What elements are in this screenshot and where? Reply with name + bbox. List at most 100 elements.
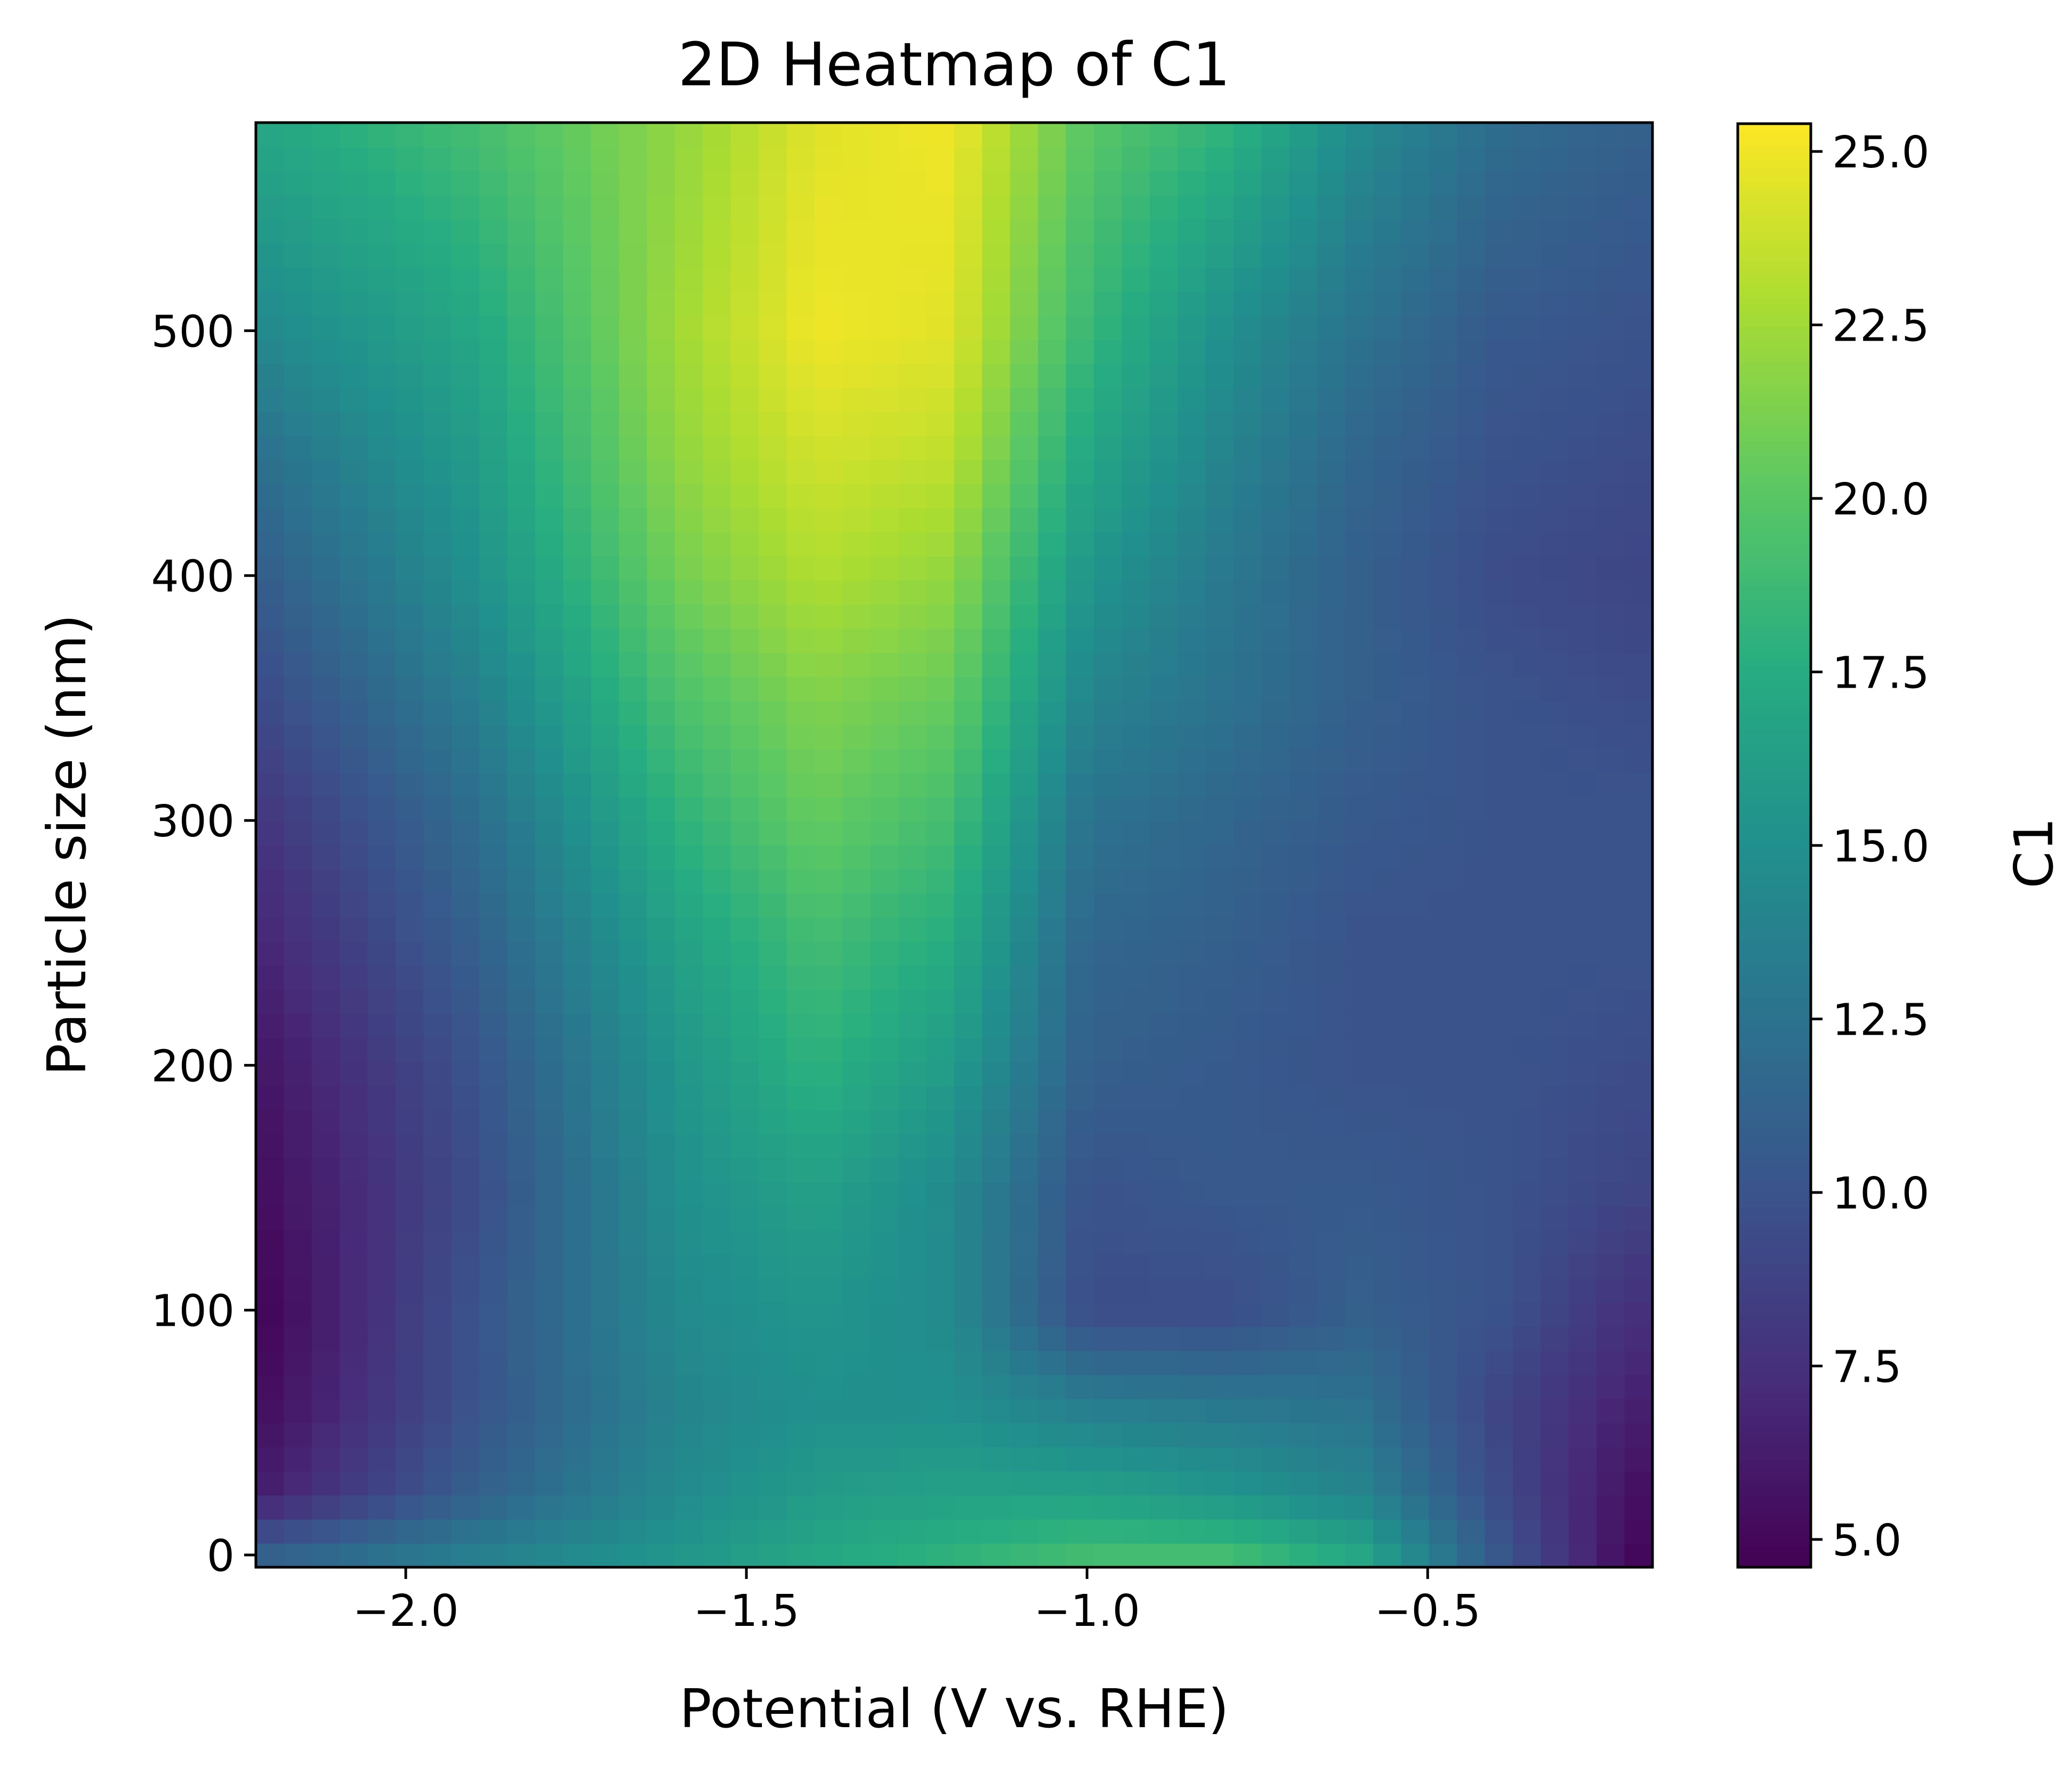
heatmap-cell <box>1401 267 1430 292</box>
colorbar-band <box>1738 1134 1811 1142</box>
heatmap-cell <box>1597 941 1625 966</box>
heatmap-cell <box>870 291 899 316</box>
heatmap-cell <box>1345 531 1374 557</box>
heatmap-cell <box>1345 676 1374 701</box>
heatmap-cell <box>284 1230 312 1255</box>
heatmap-cell <box>1541 291 1569 316</box>
heatmap-cell <box>1485 147 1513 172</box>
heatmap-cell <box>423 1254 452 1279</box>
heatmap-cell <box>1597 676 1625 701</box>
heatmap-cell <box>647 1302 675 1327</box>
heatmap-cell <box>1513 796 1542 821</box>
heatmap-cell <box>786 531 815 557</box>
heatmap-cell <box>396 869 424 894</box>
heatmap-cell <box>1289 676 1318 701</box>
heatmap-cell <box>1597 436 1625 461</box>
heatmap-cell <box>423 1182 452 1207</box>
heatmap-cell <box>954 171 983 196</box>
heatmap-cell <box>815 941 843 966</box>
heatmap-cell <box>256 1447 285 1472</box>
colorbar-band <box>1738 224 1811 233</box>
colorbar-band <box>1738 607 1811 615</box>
heatmap-cell <box>647 1278 675 1303</box>
colorbar-band <box>1738 124 1811 132</box>
heatmap-cell <box>1010 724 1039 749</box>
heatmap-cell <box>1541 171 1569 196</box>
heatmap-cell <box>870 676 899 701</box>
heatmap-cell <box>451 1519 480 1544</box>
heatmap-cell <box>563 1495 592 1520</box>
heatmap-cell <box>1317 1037 1346 1062</box>
heatmap-cell <box>591 820 620 845</box>
heatmap-cell <box>1317 556 1346 581</box>
heatmap-cell <box>1038 724 1067 749</box>
heatmap-cell <box>926 363 955 388</box>
heatmap-cell <box>311 676 341 701</box>
colorbar-band <box>1738 1004 1811 1012</box>
colorbar-band <box>1738 369 1811 377</box>
heatmap-cell <box>954 748 983 773</box>
heatmap-cell <box>563 460 592 485</box>
heatmap-cell <box>1597 1061 1625 1086</box>
heatmap-cell <box>563 1278 592 1303</box>
heatmap-cell <box>1457 1206 1486 1231</box>
heatmap-cell <box>1317 1206 1346 1231</box>
heatmap-cell <box>842 507 871 533</box>
x-tick-label: −0.5 <box>1375 1586 1481 1637</box>
heatmap-cell <box>1345 315 1374 340</box>
heatmap-cell <box>1122 243 1150 268</box>
heatmap-cell <box>563 387 592 412</box>
heatmap-cell <box>1624 1037 1653 1062</box>
heatmap-cell <box>1289 195 1318 220</box>
heatmap-cell <box>284 1254 312 1279</box>
heatmap-cell <box>1010 893 1039 918</box>
heatmap-cell <box>1373 1134 1402 1159</box>
heatmap-cell <box>1485 267 1513 292</box>
heatmap-cell <box>815 869 843 894</box>
heatmap-cell <box>815 604 843 629</box>
heatmap-cell <box>1568 219 1598 244</box>
heatmap-cell <box>396 748 424 773</box>
heatmap-cell <box>507 748 536 773</box>
heatmap-cell <box>563 339 592 364</box>
colorbar-band <box>1738 773 1811 781</box>
heatmap-cell <box>1513 1013 1542 1038</box>
heatmap-cell <box>1597 1206 1625 1231</box>
heatmap-cell <box>1401 869 1430 894</box>
heatmap-cell <box>1513 436 1542 461</box>
heatmap-cell <box>1401 171 1430 196</box>
heatmap-cell <box>591 483 620 509</box>
heatmap-cell <box>1597 291 1625 316</box>
heatmap-cell <box>1457 436 1486 461</box>
heatmap-cell <box>898 1109 927 1134</box>
heatmap-cell <box>507 1230 536 1255</box>
heatmap-cell <box>1513 893 1542 918</box>
heatmap-cell <box>256 195 285 220</box>
heatmap-cell <box>1513 1423 1542 1448</box>
heatmap-cell <box>1624 1013 1653 1038</box>
heatmap-cell <box>423 1326 452 1351</box>
heatmap-cell <box>1429 1182 1458 1207</box>
heatmap-cell <box>1485 628 1513 653</box>
heatmap-cell <box>284 1398 312 1423</box>
heatmap-cell <box>340 652 368 677</box>
colorbar-band <box>1738 520 1811 529</box>
heatmap-cell <box>1429 387 1458 412</box>
heatmap-cell <box>703 1471 731 1496</box>
colorbar-band <box>1738 708 1811 716</box>
heatmap-cell <box>1205 1085 1234 1110</box>
heatmap-cell <box>1373 195 1402 220</box>
heatmap-cell <box>842 1278 871 1303</box>
heatmap-cell <box>730 628 760 653</box>
heatmap-cell <box>311 460 341 485</box>
heatmap-cell <box>842 941 871 966</box>
heatmap-cell <box>1038 1398 1067 1423</box>
heatmap-cell <box>703 195 731 220</box>
heatmap-cell <box>730 772 760 797</box>
heatmap-cell <box>815 243 843 268</box>
heatmap-cell <box>1317 676 1346 701</box>
heatmap-cell <box>1066 652 1094 677</box>
heatmap-cell <box>340 1350 368 1375</box>
heatmap-cell <box>1094 724 1123 749</box>
heatmap-cell <box>759 989 787 1014</box>
